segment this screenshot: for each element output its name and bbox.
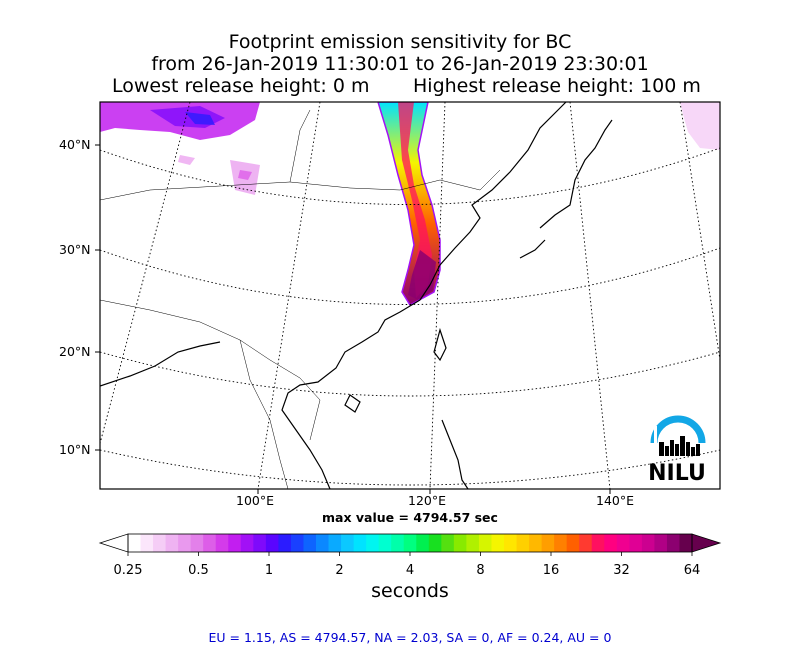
colorbar-cell (491, 534, 505, 552)
colorbar-cells (128, 534, 693, 552)
lat-label-20n: 20°N (59, 344, 91, 359)
colorbar-tick-label: 1 (264, 563, 274, 578)
lon-label-100e: 100°E (236, 493, 275, 508)
colorbar-tick-label: 4 (405, 563, 415, 578)
colorbar-cell (654, 534, 668, 552)
colorbar-cell (153, 534, 166, 552)
colorbar-cell (579, 534, 593, 552)
colorbar-cell (416, 534, 430, 552)
lon-label-140e: 140°E (596, 493, 635, 508)
colorbar-cell (366, 534, 380, 552)
colorbar-cell (378, 534, 392, 552)
colorbar-unit-label: seconds (371, 580, 449, 602)
sensitivity-patches-northwest (100, 102, 260, 195)
colorbar-cell (428, 534, 442, 552)
colorbar-cell (391, 534, 405, 552)
colorbar-cell (641, 534, 655, 552)
colorbar-tick-label: 16 (542, 563, 560, 578)
colorbar-tick-label: 64 (683, 563, 701, 578)
lat-label-10n: 10°N (59, 442, 91, 457)
lon-ticks (257, 489, 611, 494)
colorbar-cell (679, 534, 693, 552)
colorbar-tick-label: 0.25 (113, 563, 143, 578)
colorbar-cell (591, 534, 605, 552)
coastlines (100, 102, 613, 489)
colorbar-cell (165, 534, 179, 552)
colorbar-cell (341, 534, 354, 552)
colorbar-cell (629, 534, 643, 552)
map-content: NILU (100, 102, 720, 489)
plot-title: Footprint emission sensitivity for BC (228, 31, 572, 53)
colorbar-ticks (127, 552, 693, 556)
colorbar-cell (140, 534, 154, 552)
map-frame (99, 101, 721, 490)
time-range-title: from 26-Jan-2019 11:30:01 to 26-Jan-2019… (151, 53, 649, 75)
colorbar-cell (403, 534, 417, 552)
colorbar-cell (529, 534, 542, 552)
colorbar-tick-label: 2 (335, 563, 344, 578)
lowest-release-height: Lowest release height: 0 m (112, 75, 370, 97)
colorbar-cell (316, 534, 329, 552)
colorbar-cell (215, 534, 229, 552)
colorbar-cell (328, 534, 342, 552)
max-value-label: max value = 4794.57 sec (322, 510, 498, 525)
lat-ticks (95, 144, 100, 451)
colorbar-cell (178, 534, 192, 552)
colorbar-cell (203, 534, 217, 552)
colorbar-cell (240, 534, 254, 552)
lat-label-40n: 40°N (59, 137, 91, 152)
highest-release-height: Highest release height: 100 m (413, 75, 701, 97)
colorbar-cell (278, 534, 292, 552)
colorbar-cell (453, 534, 467, 552)
colorbar-cell (616, 534, 630, 552)
colorbar-cell (128, 534, 141, 552)
colorbar-cell (554, 534, 568, 552)
colorbar-cell (516, 534, 530, 552)
colorbar-cell (666, 534, 680, 552)
colorbar-cell (190, 534, 204, 552)
lat-label-30n: 30°N (59, 242, 91, 257)
colorbar-tick-label: 32 (613, 563, 630, 578)
colorbar-cell (478, 534, 492, 552)
nilu-logo-text: NILU (648, 461, 706, 486)
country-borders (100, 109, 501, 489)
colorbar-max-arrow (691, 533, 722, 553)
colorbar-cell (541, 534, 555, 552)
lon-label-120e: 120°E (408, 493, 447, 508)
colorbar-cell (566, 534, 580, 552)
regional-sums-footer: EU = 1.15, AS = 4794.57, NA = 2.03, SA =… (208, 630, 612, 645)
graticule (100, 102, 720, 489)
colorbar-tick-label: 8 (476, 563, 485, 578)
colorbar-cell (441, 534, 455, 552)
nilu-logo: NILU (648, 415, 706, 486)
colorbar-min-arrow (98, 533, 129, 553)
colorbar-cell (466, 534, 480, 552)
colorbar-cell (504, 534, 517, 552)
colorbar-cell (228, 534, 242, 552)
colorbar-cell (353, 534, 367, 552)
colorbar-tick-label: 0.5 (188, 563, 209, 578)
sensitivity-patch-northeast (680, 102, 720, 150)
colorbar-cell (290, 534, 304, 552)
colorbar-cell (265, 534, 279, 552)
colorbar-cell (604, 534, 618, 552)
colorbar-cell (303, 534, 317, 552)
colorbar-cell (253, 534, 267, 552)
